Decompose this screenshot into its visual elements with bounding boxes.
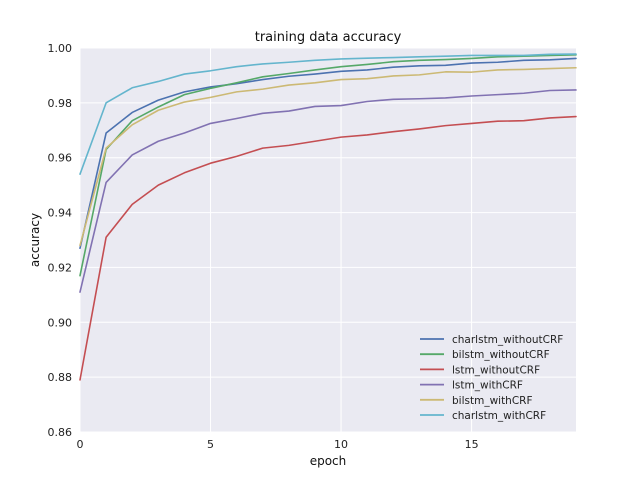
series-line-bilstm_withoutCRF xyxy=(79,54,577,277)
x-tick-label: 5 xyxy=(207,438,214,451)
x-tick-label: 15 xyxy=(465,438,479,451)
y-tick-label: 0.96 xyxy=(48,152,73,165)
series-line-charlstm_withCRF xyxy=(79,53,577,175)
legend-label: bilstm_withoutCRF xyxy=(452,349,550,361)
x-axis-ticks: 0 5 10 15 xyxy=(77,438,479,451)
series-line-bilstm_withCRF xyxy=(79,66,577,247)
chart-title: training data accuracy xyxy=(255,30,402,45)
grid-lines xyxy=(79,47,576,433)
series-line-charlstm_withoutCRF xyxy=(79,57,577,250)
x-tick-label: 10 xyxy=(334,438,348,451)
legend-label: bilstm_withCRF xyxy=(452,395,533,407)
y-tick-label: 0.98 xyxy=(48,97,73,110)
legend-label: charlstm_withoutCRF xyxy=(452,334,563,346)
y-tick-label: 0.92 xyxy=(48,261,73,274)
x-tick-label: 0 xyxy=(77,438,84,451)
series-line-lstm_withoutCRF xyxy=(79,115,577,381)
plot-area xyxy=(80,48,576,432)
y-axis-label: accuracy xyxy=(28,213,42,267)
legend: charlstm_withoutCRF bilstm_withoutCRFlstm… xyxy=(420,334,563,422)
legend-label: charlstm_withCRF xyxy=(452,410,546,422)
y-tick-label: 1.00 xyxy=(48,42,73,55)
y-tick-label: 0.88 xyxy=(48,371,73,384)
series-lines xyxy=(79,53,577,381)
y-axis-ticks: 0.86 0.88 0.90 0.92 0.94 0.96 0.98 1.00 xyxy=(48,42,73,439)
y-tick-label: 0.94 xyxy=(48,207,73,220)
y-tick-label: 0.90 xyxy=(48,316,73,329)
legend-label: lstm_withoutCRF xyxy=(452,364,540,376)
legend-label: lstm_withCRF xyxy=(452,380,523,392)
y-tick-label: 0.86 xyxy=(48,426,73,439)
x-axis-label: epoch xyxy=(310,454,347,468)
series-line-lstm_withCRF xyxy=(79,89,577,293)
